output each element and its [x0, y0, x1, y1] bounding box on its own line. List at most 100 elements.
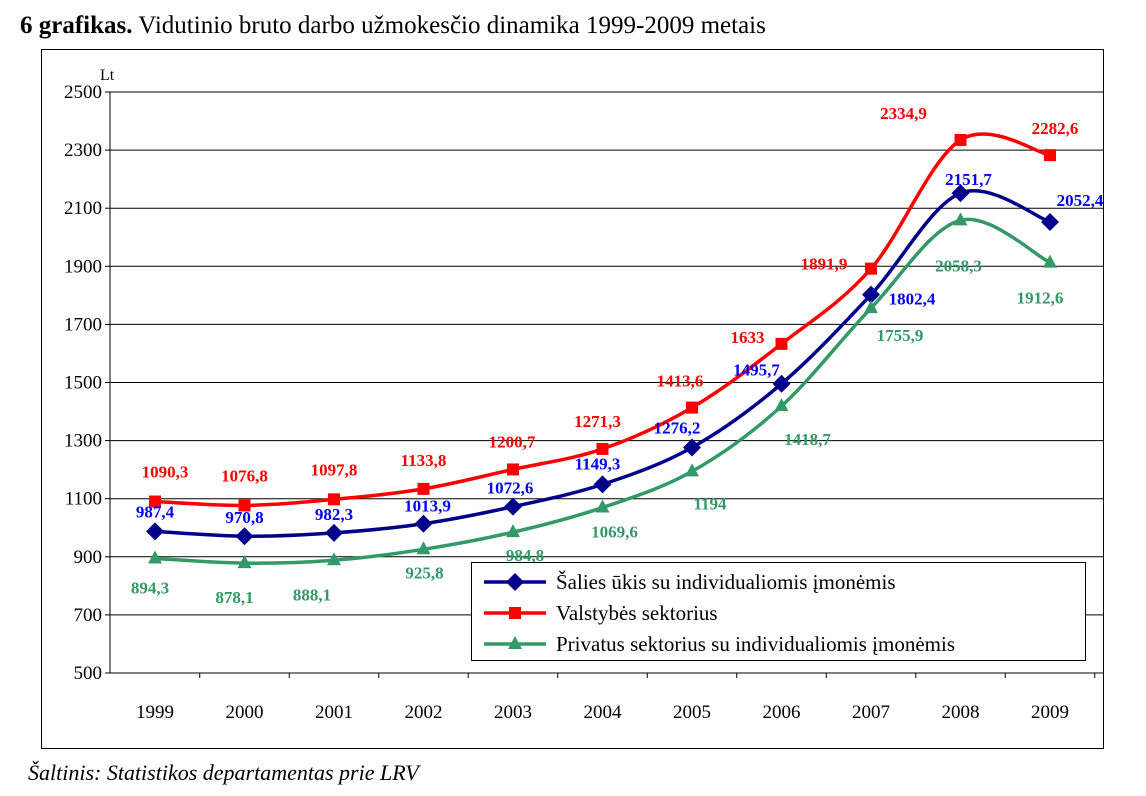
y-tick-label: 2300	[64, 140, 102, 161]
data-label: 925,8	[405, 563, 443, 582]
title-text: Vidutinio bruto darbo užmokesčio dinamik…	[132, 12, 766, 39]
data-point-marker	[149, 495, 161, 508]
data-label: 2282,6	[1032, 119, 1079, 138]
data-label: 1755,9	[877, 326, 924, 345]
legend-swatch	[484, 636, 546, 649]
data-point-marker	[683, 438, 701, 457]
data-label: 1069,6	[591, 523, 638, 542]
data-label: 878,1	[215, 588, 253, 607]
data-label: 2151,7	[945, 170, 992, 189]
legend: Šalies ūkis su individualiomis įmonėmis V…	[471, 562, 1086, 661]
y-tick-label: 2500	[64, 82, 102, 103]
data-label: 1194	[693, 494, 727, 513]
data-point-marker	[862, 285, 880, 304]
y-tick-label: 700	[74, 605, 103, 626]
data-point-marker	[864, 300, 878, 314]
data-label: 1413,6	[657, 372, 704, 391]
data-point-marker	[325, 523, 343, 542]
legend-item: Privatus sektorius su individualiomis įm…	[482, 629, 955, 659]
data-point-marker	[775, 337, 788, 350]
data-point-marker	[686, 401, 698, 414]
data-label: 2334,9	[880, 104, 927, 123]
data-point-marker	[595, 499, 610, 513]
data-point-marker	[506, 524, 520, 538]
data-point-marker	[235, 527, 254, 546]
legend-marker	[508, 636, 522, 649]
data-point-marker	[507, 463, 519, 476]
data-point-marker	[951, 184, 970, 203]
x-tick-label: 2006	[763, 702, 801, 723]
data-label: 1633	[731, 328, 765, 347]
data-point-marker	[416, 541, 431, 555]
legend-swatch	[484, 573, 546, 591]
data-label: 1013,9	[404, 497, 451, 516]
data-label: 1912,6	[1017, 289, 1064, 308]
y-tick-label: 1500	[64, 373, 102, 394]
y-tick-label: 1100	[65, 489, 102, 510]
data-point-marker	[237, 555, 252, 569]
data-label: 1802,4	[889, 290, 936, 309]
title-number: 6 grafikas.	[20, 12, 133, 39]
y-tick-label: 1300	[64, 431, 102, 452]
data-point-marker	[685, 463, 699, 477]
data-point-marker	[504, 497, 522, 516]
data-point-marker	[954, 133, 967, 146]
x-tick-label: 2000	[226, 702, 264, 723]
data-point-marker	[774, 398, 789, 412]
data-label: 1097,8	[311, 460, 358, 479]
x-tick-label: 2007	[852, 702, 890, 723]
data-label: 1133,8	[401, 451, 447, 470]
data-point-marker	[148, 550, 162, 564]
y-tick-label: 900	[74, 547, 103, 568]
data-point-marker	[596, 442, 609, 455]
data-point-marker	[772, 374, 791, 393]
data-label: 1090,3	[142, 463, 189, 482]
y-axis-label: Lt	[100, 67, 115, 84]
data-point-marker	[327, 552, 341, 566]
chart-frame	[41, 49, 1104, 749]
series-line-0	[154, 189, 1051, 539]
data-label: 2052,4	[1057, 191, 1104, 210]
data-point-marker	[238, 499, 251, 512]
data-label: 1200,7	[489, 432, 536, 451]
data-label: 970,8	[225, 508, 263, 527]
data-label: 2058,3	[935, 256, 982, 275]
x-tick-label: 2005	[673, 702, 711, 723]
data-label: 1418,7	[784, 430, 831, 449]
data-point-marker	[414, 514, 433, 533]
data-point-marker	[417, 482, 430, 495]
y-tick-label: 2100	[64, 198, 102, 219]
data-label: 1076,8	[221, 466, 268, 485]
legend-marker	[509, 607, 521, 619]
legend-label: Valstybės sektorius	[556, 600, 718, 625]
legend-label: Šalies ūkis su individualiomis įmonėmis	[556, 569, 896, 594]
data-point-marker	[953, 212, 968, 226]
data-label: 1271,3	[574, 412, 621, 431]
data-label: 1891,9	[801, 255, 848, 274]
x-tick-label: 1999	[136, 702, 174, 723]
data-label: 894,3	[131, 578, 169, 597]
y-tick-label: 1700	[64, 314, 102, 335]
data-point-marker	[146, 522, 164, 541]
data-label: 987,4	[136, 502, 175, 521]
y-tick-label: 1900	[64, 256, 102, 277]
x-tick-label: 2003	[494, 702, 532, 723]
data-point-marker	[1044, 149, 1056, 162]
data-point-marker	[328, 493, 340, 506]
data-label: 1276,2	[654, 419, 701, 438]
data-label: 982,3	[315, 505, 353, 524]
legend-item: Valstybės sektorius	[482, 598, 718, 628]
legend-marker	[506, 573, 524, 591]
x-tick-label: 2008	[942, 702, 980, 723]
data-label: 888,1	[293, 585, 331, 604]
data-label: 984,8	[506, 546, 544, 565]
x-tick-label: 2004	[584, 702, 623, 723]
source-note: Šaltinis: Statistikos departamentas prie…	[28, 760, 419, 785]
data-label: 1495,7	[733, 361, 780, 380]
legend-label: Privatus sektorius su individualiomis įm…	[556, 631, 955, 656]
data-label: 1149,3	[575, 454, 621, 473]
x-tick-label: 2009	[1031, 702, 1069, 723]
data-point-marker	[1043, 254, 1057, 268]
data-point-marker	[1041, 213, 1059, 232]
